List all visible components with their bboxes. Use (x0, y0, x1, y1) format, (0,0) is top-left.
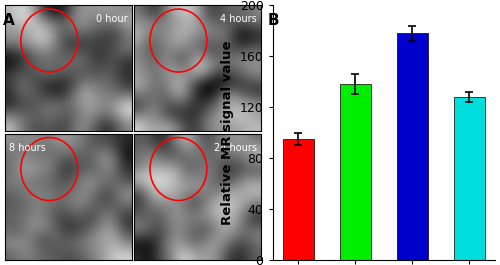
Text: 0 hour: 0 hour (96, 14, 128, 24)
Bar (340, 84, 371, 260)
Y-axis label: Relative MR signal value: Relative MR signal value (221, 40, 234, 225)
Bar (454, 97, 485, 260)
Text: 24 hours: 24 hours (214, 143, 257, 153)
Bar (283, 139, 314, 260)
Text: A: A (2, 13, 14, 28)
Bar (396, 33, 428, 260)
Text: 8 hours: 8 hours (9, 143, 46, 153)
Text: 4 hours: 4 hours (220, 14, 257, 24)
Text: B: B (268, 13, 279, 28)
